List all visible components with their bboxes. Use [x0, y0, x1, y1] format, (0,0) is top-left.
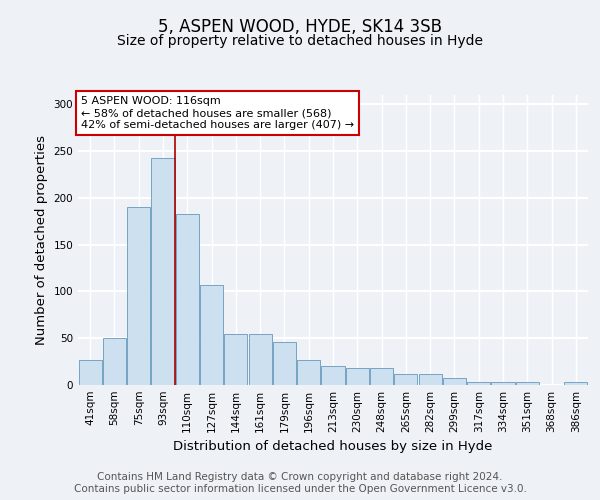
Text: Contains HM Land Registry data © Crown copyright and database right 2024.
Contai: Contains HM Land Registry data © Crown c… [74, 472, 526, 494]
Bar [176, 214, 199, 385]
Bar [273, 342, 296, 385]
Bar [200, 285, 223, 385]
Text: Size of property relative to detached houses in Hyde: Size of property relative to detached ho… [117, 34, 483, 48]
Bar [79, 360, 101, 385]
Bar [467, 382, 490, 385]
Bar [565, 382, 587, 385]
Bar [224, 334, 247, 385]
Bar [127, 208, 150, 385]
Bar [516, 382, 539, 385]
Bar [394, 374, 418, 385]
X-axis label: Distribution of detached houses by size in Hyde: Distribution of detached houses by size … [173, 440, 493, 454]
Bar [103, 338, 126, 385]
Bar [346, 368, 369, 385]
Bar [491, 382, 515, 385]
Bar [419, 374, 442, 385]
Bar [297, 360, 320, 385]
Bar [322, 366, 344, 385]
Text: 5 ASPEN WOOD: 116sqm
← 58% of detached houses are smaller (568)
42% of semi-deta: 5 ASPEN WOOD: 116sqm ← 58% of detached h… [80, 96, 353, 130]
Y-axis label: Number of detached properties: Number of detached properties [35, 135, 48, 345]
Bar [370, 368, 393, 385]
Text: 5, ASPEN WOOD, HYDE, SK14 3SB: 5, ASPEN WOOD, HYDE, SK14 3SB [158, 18, 442, 36]
Bar [443, 378, 466, 385]
Bar [248, 334, 272, 385]
Bar [151, 158, 175, 385]
